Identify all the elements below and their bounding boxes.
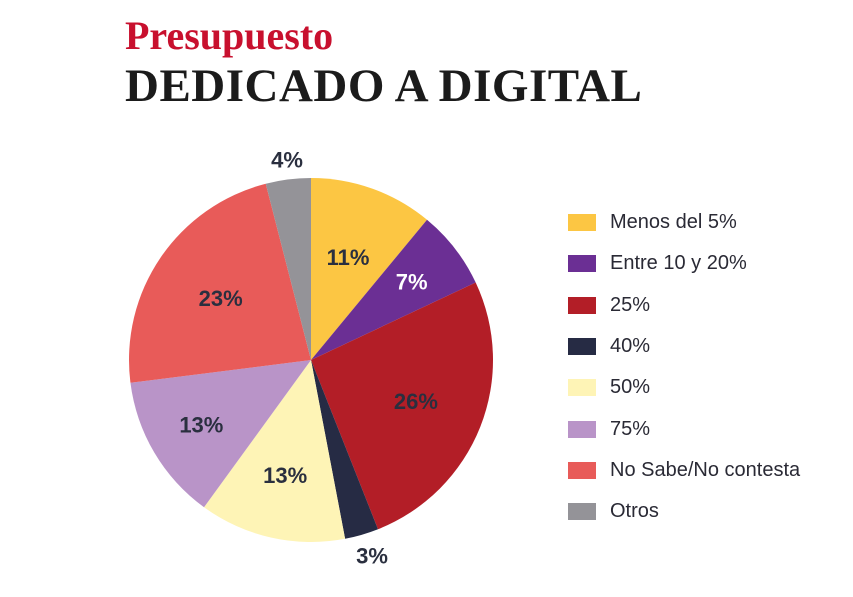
- legend-swatch: [568, 338, 596, 356]
- legend-label: Menos del 5%: [610, 211, 737, 234]
- legend-item-5: 75%: [568, 408, 800, 449]
- pie-slice-6: [128, 183, 311, 383]
- legend-item-3: 40%: [568, 326, 800, 367]
- legend-label: Entre 10 y 20%: [610, 252, 747, 275]
- slice-label-3: 3%: [356, 544, 388, 569]
- legend-label: 75%: [610, 417, 651, 440]
- legend-item-0: Menos del 5%: [568, 202, 800, 243]
- chart-title-line2: DEDICADO A DIGITAL: [125, 60, 643, 112]
- slice-label-5: 13%: [179, 412, 223, 437]
- pie-slice-4: [204, 360, 346, 542]
- slice-label-4: 13%: [263, 463, 307, 488]
- pie-slice-0: [311, 178, 428, 360]
- legend-swatch: [568, 461, 596, 479]
- chart-legend: Menos del 5% Entre 10 y 20% 25% 40% 50% 75% No…: [568, 202, 800, 532]
- slice-label-1: 7%: [396, 269, 428, 294]
- pie-slice-5: [130, 360, 311, 508]
- legend-item-1: Entre 10 y 20%: [568, 243, 800, 284]
- legend-label: 50%: [610, 376, 651, 399]
- legend-swatch: [568, 503, 596, 521]
- slice-label-7: 4%: [271, 148, 303, 173]
- legend-swatch: [568, 296, 596, 314]
- pie-slice-1: [311, 219, 476, 360]
- pie-slice-7: [265, 178, 311, 360]
- chart-title-line1: Presupuesto: [125, 13, 334, 58]
- legend-swatch: [568, 379, 596, 397]
- legend-swatch: [568, 214, 596, 232]
- pie-slice-2: [311, 282, 493, 530]
- legend-item-6: No Sabe/No contesta: [568, 450, 800, 491]
- legend-label: Otros: [610, 500, 659, 523]
- pie-slice-3: [311, 360, 378, 539]
- legend-item-4: 50%: [568, 367, 800, 408]
- slice-label-6: 23%: [199, 286, 243, 311]
- legend-item-7: Otros: [568, 491, 800, 532]
- legend-swatch: [568, 420, 596, 438]
- legend-label: No Sabe/No contesta: [610, 458, 801, 481]
- slice-label-0: 11%: [327, 245, 370, 270]
- legend-label: 25%: [610, 293, 651, 316]
- legend-label: 40%: [610, 335, 651, 358]
- legend-item-2: 25%: [568, 285, 800, 326]
- legend-swatch: [568, 255, 596, 273]
- slice-label-2: 26%: [394, 389, 438, 414]
